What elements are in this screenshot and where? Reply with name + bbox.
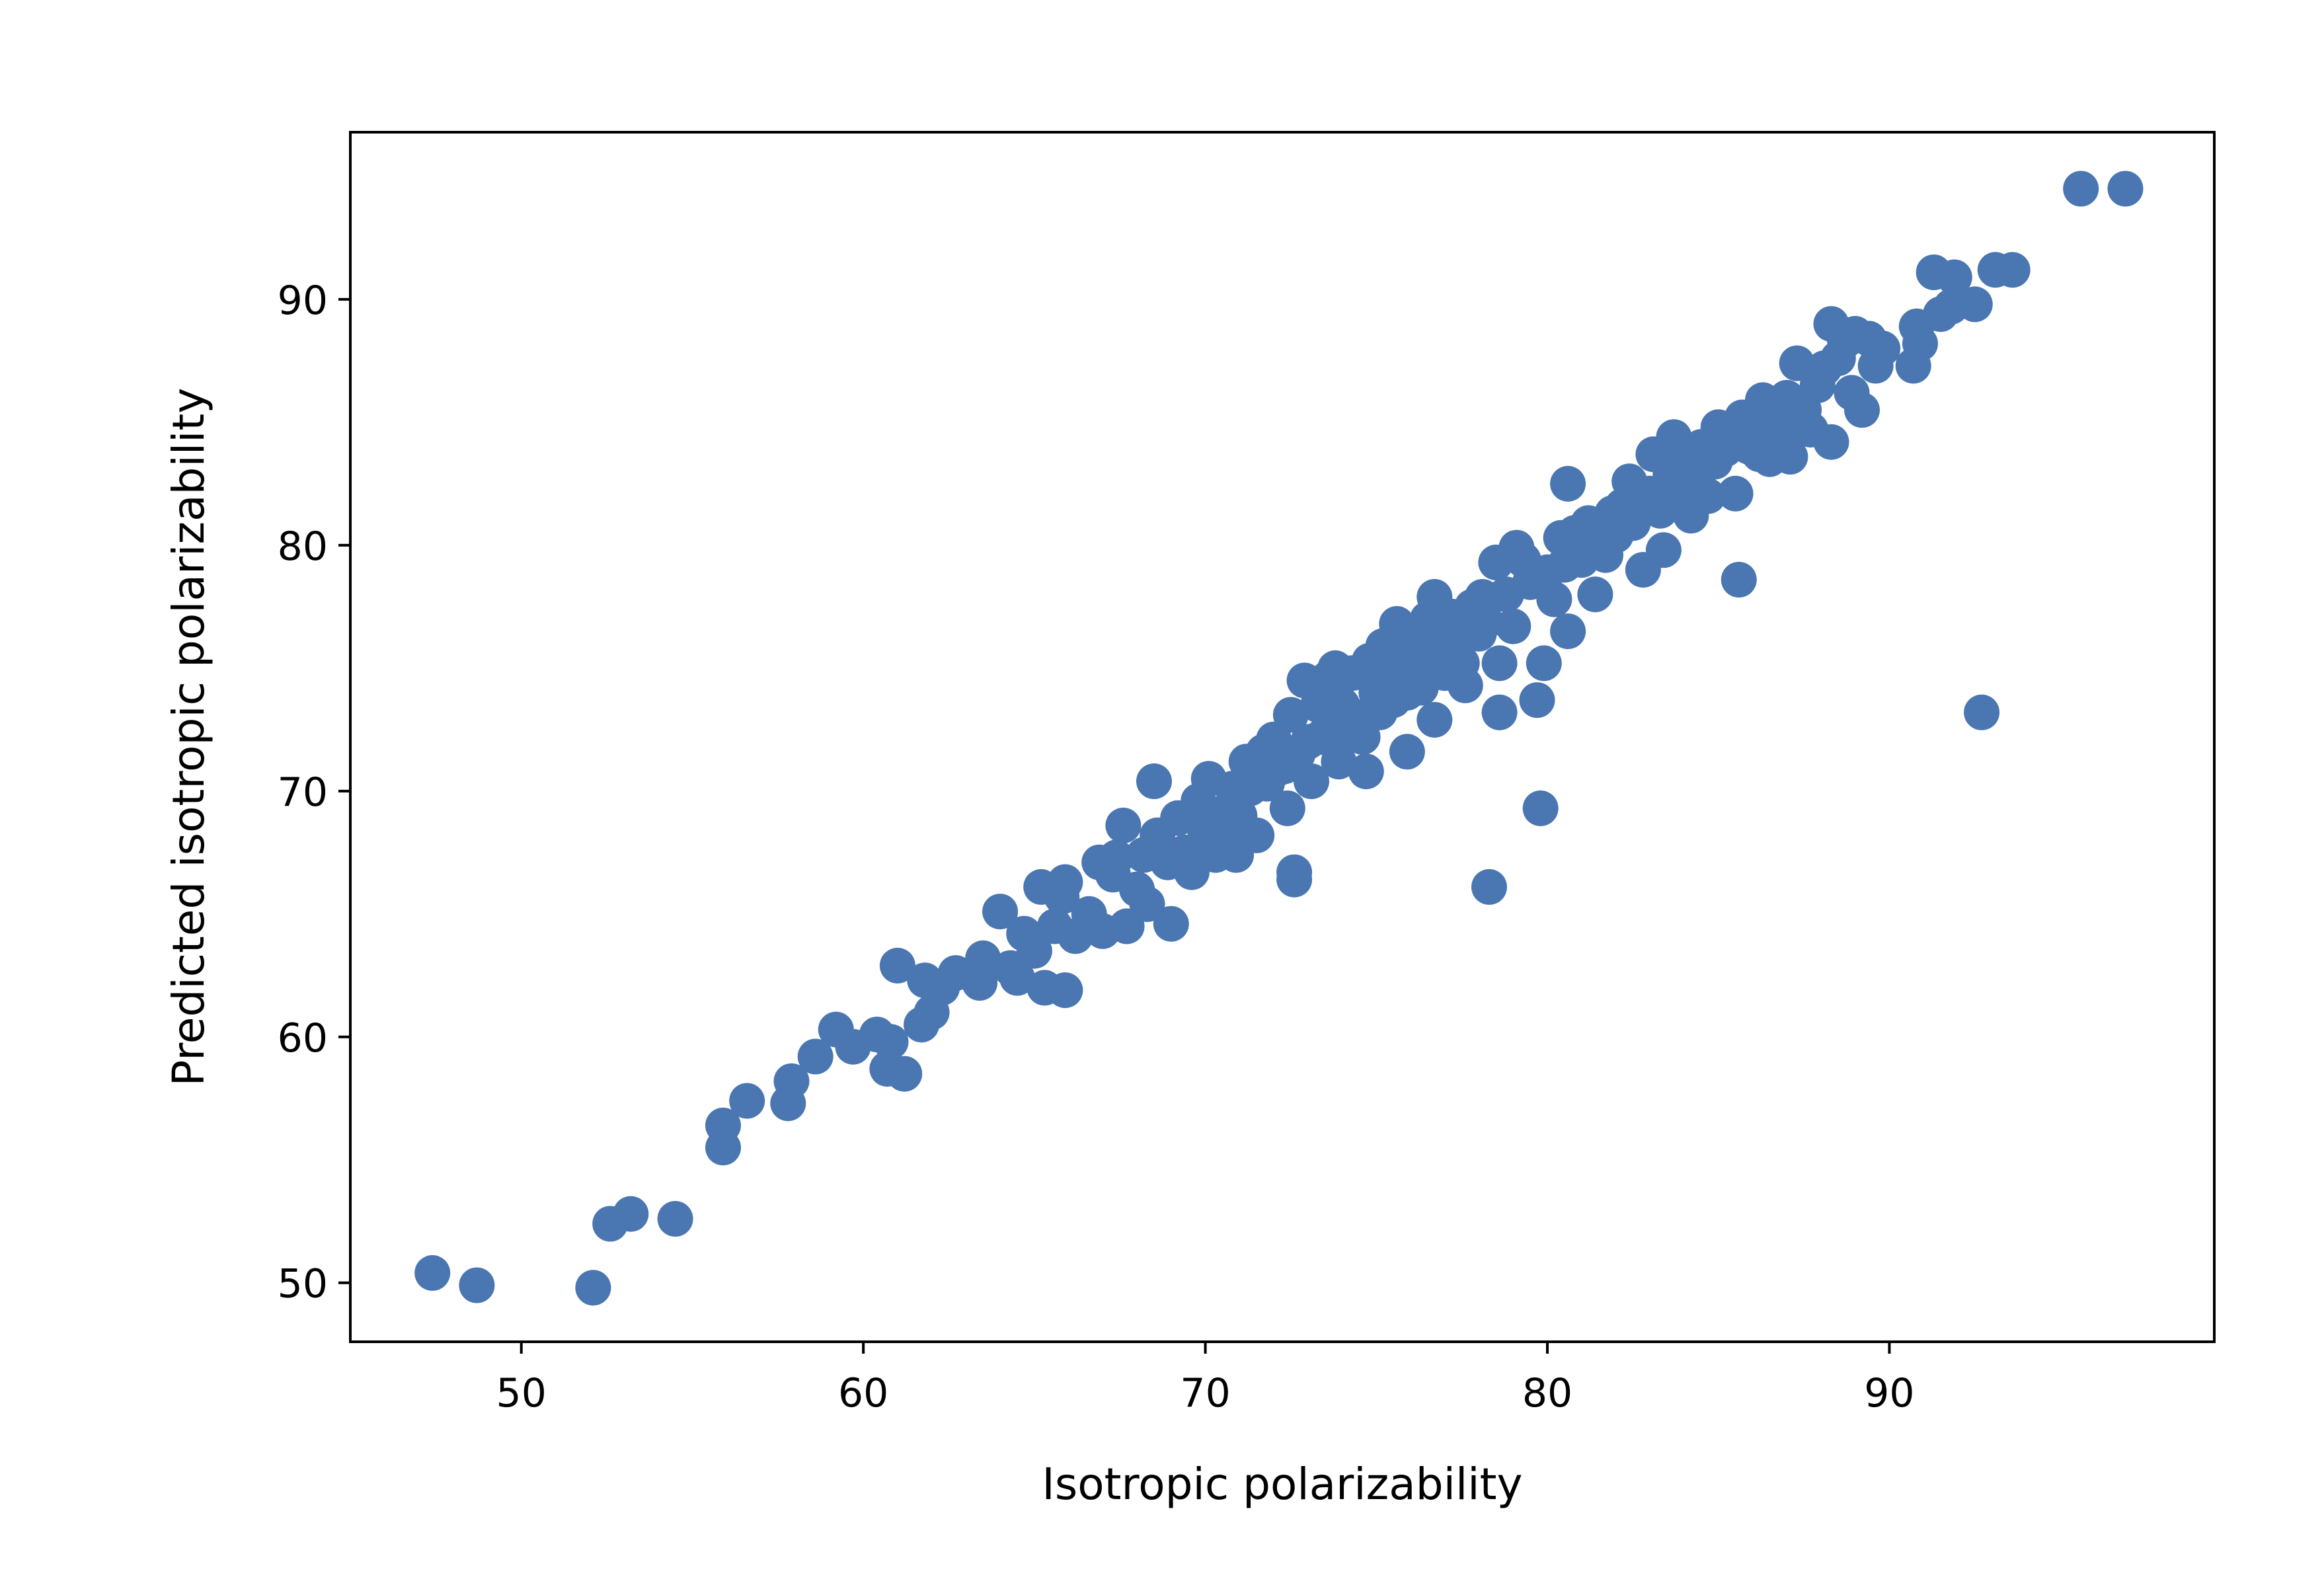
data-point [1276, 861, 1313, 898]
data-point [1467, 603, 1504, 640]
data-point [657, 1201, 693, 1237]
x-tick-label: 70 [1180, 1370, 1230, 1416]
data-point [613, 1196, 649, 1232]
data-point [872, 1024, 909, 1060]
data-point [1321, 744, 1357, 780]
data-point [1964, 694, 2000, 730]
data-point [1536, 581, 1572, 617]
x-tick-label: 50 [496, 1370, 547, 1416]
y-tick-label: 90 [278, 278, 328, 324]
data-point [1717, 475, 1754, 512]
data-point [1936, 259, 1972, 295]
y-tick-label: 50 [278, 1261, 328, 1307]
data-point [999, 960, 1035, 996]
data-point [1813, 424, 1849, 460]
x-axis: 50 60 70 80 90 [496, 1342, 1915, 1416]
data-point [705, 1130, 741, 1166]
x-axis-label: Isotropic polarizability [1042, 1459, 1522, 1510]
data-point [729, 1083, 765, 1119]
data-point [886, 1056, 923, 1092]
data-point [2063, 171, 2099, 207]
data-point [1272, 697, 1309, 733]
data-point [1389, 734, 1425, 770]
data-point [1495, 608, 1531, 644]
data-point [1099, 839, 1134, 876]
data-point [1526, 645, 1562, 681]
data-point [1348, 754, 1384, 790]
y-tick-label: 70 [278, 769, 328, 816]
data-point [1481, 694, 1518, 730]
data-point [797, 1038, 833, 1075]
data-point [1844, 392, 1880, 428]
data-point [1153, 906, 1189, 942]
data-point [1994, 252, 2031, 288]
y-tick-label: 80 [278, 523, 328, 570]
data-point [1772, 439, 1808, 475]
data-point [1105, 807, 1142, 843]
data-point [1865, 330, 1901, 367]
data-point [1550, 465, 1586, 502]
data-point [1645, 532, 1682, 568]
data-point [773, 1063, 810, 1099]
y-axis: 50 60 70 80 90 [278, 278, 350, 1307]
data-point [575, 1270, 611, 1306]
x-tick-label: 60 [838, 1370, 888, 1416]
data-point [1447, 667, 1483, 703]
data-point [1550, 613, 1586, 650]
data-point [1269, 790, 1305, 826]
data-point [1416, 702, 1453, 738]
data-point [1294, 763, 1329, 799]
data-point [1016, 933, 1052, 969]
data-point [1136, 763, 1172, 799]
data-point [1239, 817, 1275, 853]
y-tick-label: 60 [278, 1015, 328, 1062]
data-point [1471, 869, 1507, 905]
data-point [1956, 286, 1993, 323]
x-tick-label: 80 [1522, 1370, 1572, 1416]
data-point [1519, 682, 1555, 718]
data-point [1690, 478, 1726, 514]
data-point [1902, 325, 1938, 362]
x-tick-label: 90 [1864, 1370, 1914, 1416]
data-point [879, 947, 915, 984]
data-point [965, 940, 1001, 976]
y-axis-label: Predicted isotropic polarizability [163, 388, 214, 1087]
plot-frame [349, 131, 2216, 1343]
data-point [1047, 864, 1083, 900]
data-point [459, 1267, 495, 1303]
data-point [1721, 562, 1757, 598]
data-point [982, 894, 1019, 930]
data-point [1522, 790, 1559, 826]
data-point [414, 1255, 451, 1291]
data-point [1481, 645, 1518, 681]
data-points [414, 171, 2144, 1306]
data-point [2107, 171, 2144, 207]
data-point [1577, 576, 1613, 613]
data-point [1047, 972, 1083, 1009]
data-point [1129, 886, 1165, 922]
